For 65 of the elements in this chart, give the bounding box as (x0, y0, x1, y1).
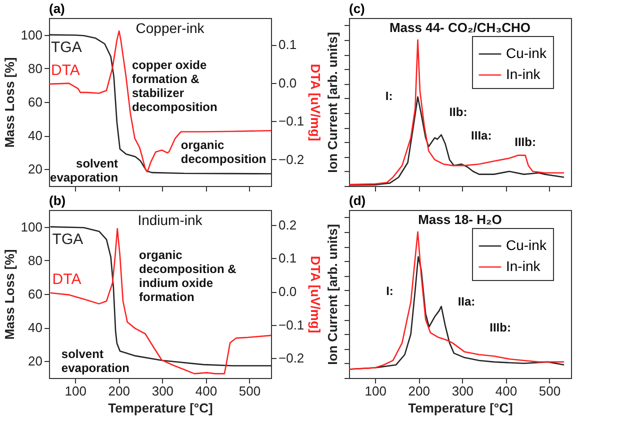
legend-label: Cu-ink (506, 45, 548, 61)
y2-tick-label: 0.0 (278, 75, 297, 90)
y-tick-label: 40 (28, 128, 42, 144)
annotation: IIa: (458, 294, 476, 308)
x-tick-label: 400 (195, 384, 218, 398)
series-label: TGA (52, 230, 84, 248)
y-tick-label: 20 (28, 354, 42, 369)
y2-tick-label: −0.2 (278, 350, 304, 366)
y-axis-title: Ion Current [arb. units] (325, 32, 340, 173)
y-tick-label: 100 (20, 27, 42, 42)
annotation: I: (385, 88, 393, 103)
y2-tick-label: −0.1 (278, 317, 304, 332)
x-axis-title: Temperature [°C] (108, 400, 213, 416)
y-tick-label: 40 (28, 320, 42, 336)
chart-subtitle: Mass 18- H₂O (418, 212, 502, 227)
y2-axis-title: DTA [uV/mg] (308, 64, 324, 142)
chart-subtitle: Indium-ink (138, 212, 204, 228)
legend-label: Cu-ink (506, 237, 548, 253)
y-axis-title: Mass Loss [%] (2, 249, 17, 340)
chart-title: (a) (49, 1, 65, 16)
annotation: I: (386, 284, 394, 298)
y-tick-label: 60 (28, 94, 42, 110)
chart-title: (d) (349, 193, 366, 208)
x-tick-label: 200 (108, 384, 130, 398)
y2-tick-label: −0.2 (278, 152, 304, 167)
chart-title: (b) (49, 193, 66, 208)
annotation: IIb: (449, 104, 468, 119)
series-label: DTA (52, 270, 82, 288)
y-tick-label: 60 (28, 286, 42, 302)
series-label: DTA (51, 62, 80, 80)
y2-tick-label: 0.2 (278, 217, 297, 232)
y-axis-title: Ion Current [arb. units] (325, 224, 340, 365)
y2-axis-title: DTA [uV/mg] (308, 256, 324, 334)
annotation: solvent evaporation (61, 347, 130, 376)
annotation: IIIa: (471, 128, 492, 143)
annotation: solvent evaporation (50, 156, 118, 185)
x-tick-label: 100 (64, 384, 86, 398)
x-axis-title: Temperature [°C] (408, 400, 513, 416)
legend-label: In-ink (506, 258, 542, 274)
y-axis-title: Mass Loss [%] (2, 57, 17, 148)
x-tick-label: 500 (238, 384, 261, 398)
annotation: copper oxide formation & stabilizer decomposition (132, 58, 218, 114)
x-tick-label: 500 (538, 384, 561, 398)
y-tick-label: 80 (28, 252, 42, 268)
x-tick-label: 300 (152, 384, 174, 398)
x-tick-label: 300 (452, 384, 474, 398)
x-tick-label: 200 (408, 384, 430, 398)
y-tick-label: 20 (28, 162, 42, 177)
y-tick-label: 100 (20, 219, 42, 234)
series-label: TGA (51, 38, 82, 56)
y-tick-label: 80 (28, 60, 42, 76)
annotation: IIIb: (514, 134, 536, 149)
chart-subtitle: Mass 44- CO₂/CH₃CHO (389, 20, 531, 35)
x-tick-label: 400 (495, 384, 518, 398)
annotation: IIIb: (490, 320, 511, 334)
annotation: organic decomposition & indium oxide formation (139, 248, 237, 304)
chart-title: (c) (349, 1, 365, 16)
chart-subtitle: Copper-ink (136, 20, 206, 36)
y2-tick-label: 0.0 (278, 284, 297, 300)
annotation: organic decomposition (180, 138, 266, 166)
x-tick-label: 100 (364, 384, 386, 398)
y2-tick-label: 0.1 (278, 250, 297, 266)
legend-label: In-ink (506, 66, 542, 82)
y2-tick-label: −0.1 (278, 114, 304, 129)
y2-tick-label: 0.1 (278, 37, 297, 52)
